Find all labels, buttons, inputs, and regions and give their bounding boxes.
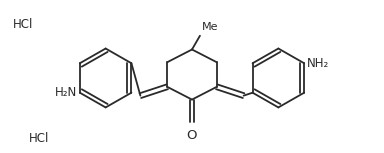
Text: HCl: HCl — [29, 132, 50, 145]
Text: HCl: HCl — [13, 18, 34, 31]
Text: NH₂: NH₂ — [307, 57, 329, 70]
Text: Me: Me — [202, 22, 218, 32]
Text: H₂N: H₂N — [55, 86, 77, 99]
Text: O: O — [187, 129, 197, 142]
